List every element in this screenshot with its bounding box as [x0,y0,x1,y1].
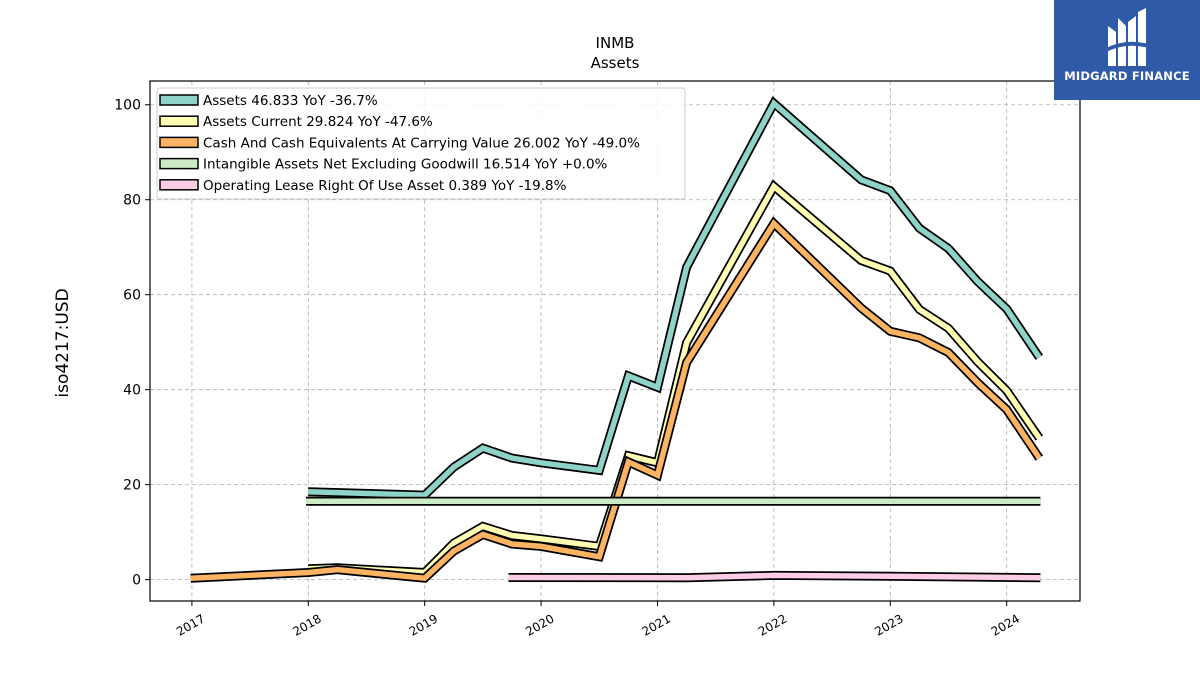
series-1-line [308,179,1044,578]
x-tick-label: 2017 [174,611,207,638]
brand-logo: MIDGARD FINANCE [1054,0,1200,100]
series-lines [190,96,1044,583]
midgard-logo-icon [1106,8,1148,66]
plot-frame [149,80,1081,602]
chart-title: INMB [596,34,635,52]
series-2-line [190,216,1044,583]
y-tick-label: 60 [123,288,141,304]
y-tick-label: 100 [114,98,141,114]
y-tick-label: 80 [123,193,141,209]
y-tick-label: 40 [123,383,141,399]
series-line-outline [308,179,1044,578]
x-tick-label: 2023 [872,611,905,638]
x-tick-label: 2020 [523,611,556,638]
axis-ticks: 0 20 40 60 80 100 2017 2018 2019 2020 2021 2022 2023… [114,98,1022,639]
legend-entry: Assets 46.833 YoY -36.7% [203,93,378,109]
x-tick-label: 2018 [290,611,323,638]
legend-swatch [159,136,199,149]
series-4-line [508,570,1041,583]
y-axis-label: iso4217:USD [53,288,73,397]
chart-subtitle: Assets [591,54,640,72]
legend-entry: Operating Lease Right Of Use Asset 0.389… [203,178,567,194]
x-tick-label: 2021 [640,611,673,638]
x-tick-label: 2024 [989,611,1022,638]
legend-swatch [159,157,199,170]
legend-entry: Cash And Cash Equivalents At Carrying Va… [203,135,640,151]
legend-swatch [159,115,199,127]
series-line-stroke [190,219,1042,582]
series-0-line [308,96,1044,500]
brand-name: MIDGARD FINANCE [1064,69,1190,83]
legend-entry: Intangible Assets Net Excluding Goodwill… [203,157,608,173]
legend-swatch [159,179,199,191]
legend-swatch [159,94,199,106]
y-tick-label: 20 [123,478,141,494]
series-line-stroke [308,98,1042,498]
x-tick-label: 2022 [756,611,789,638]
legend-entry: Assets Current 29.824 YoY -47.6% [203,114,433,130]
legend: Assets 46.833 YoY -36.7% Assets Current 2… [156,87,686,200]
legend-box [156,87,686,200]
x-tick-label: 2019 [407,611,440,638]
series-line-outline [190,216,1044,583]
y-tick-label: 0 [132,573,141,589]
series-line-stroke [508,572,1041,581]
